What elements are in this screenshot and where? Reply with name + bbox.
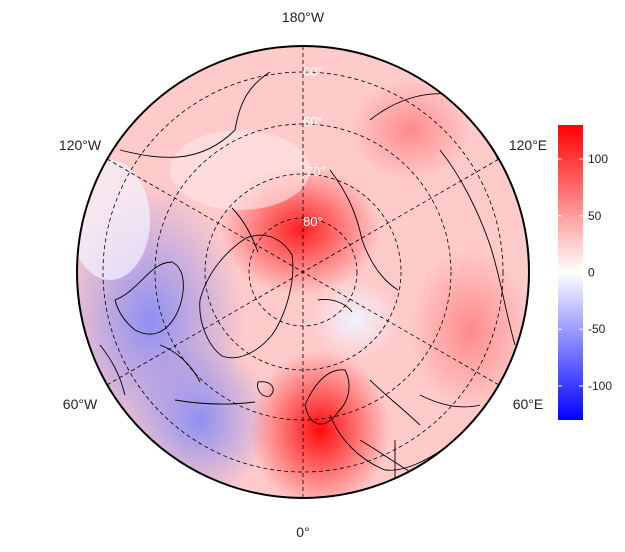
lon-label-60w: 60°W: [63, 396, 98, 412]
lat-label-80: 80°: [303, 214, 323, 229]
lon-label-180w: 180°W: [282, 9, 325, 25]
colorbar-tick-label: -100: [588, 379, 612, 393]
colorbar-tick-label: 50: [588, 209, 602, 223]
colorbar-gradient: [558, 125, 583, 420]
lat-label-top: 60°: [303, 64, 323, 79]
lat-label-60: 60°: [303, 114, 323, 129]
lon-label-60e: 60°E: [513, 396, 544, 412]
colorbar: 100 50 0 -50 -100: [558, 125, 612, 420]
coastlines: [99, 71, 516, 490]
anomaly-field: [77, 46, 529, 498]
lon-label-120w: 120°W: [59, 137, 102, 153]
graticule: [102, 46, 504, 498]
lon-label-120e: 120°E: [509, 137, 547, 153]
colorbar-tick-label: 100: [588, 152, 608, 166]
lon-label-0: 0°: [296, 524, 309, 540]
colorbar-tick-label: 0: [588, 266, 595, 280]
colorbar-tick-label: -50: [588, 322, 606, 336]
lat-label-70: 70°: [306, 164, 326, 179]
map-border: [76, 45, 530, 499]
